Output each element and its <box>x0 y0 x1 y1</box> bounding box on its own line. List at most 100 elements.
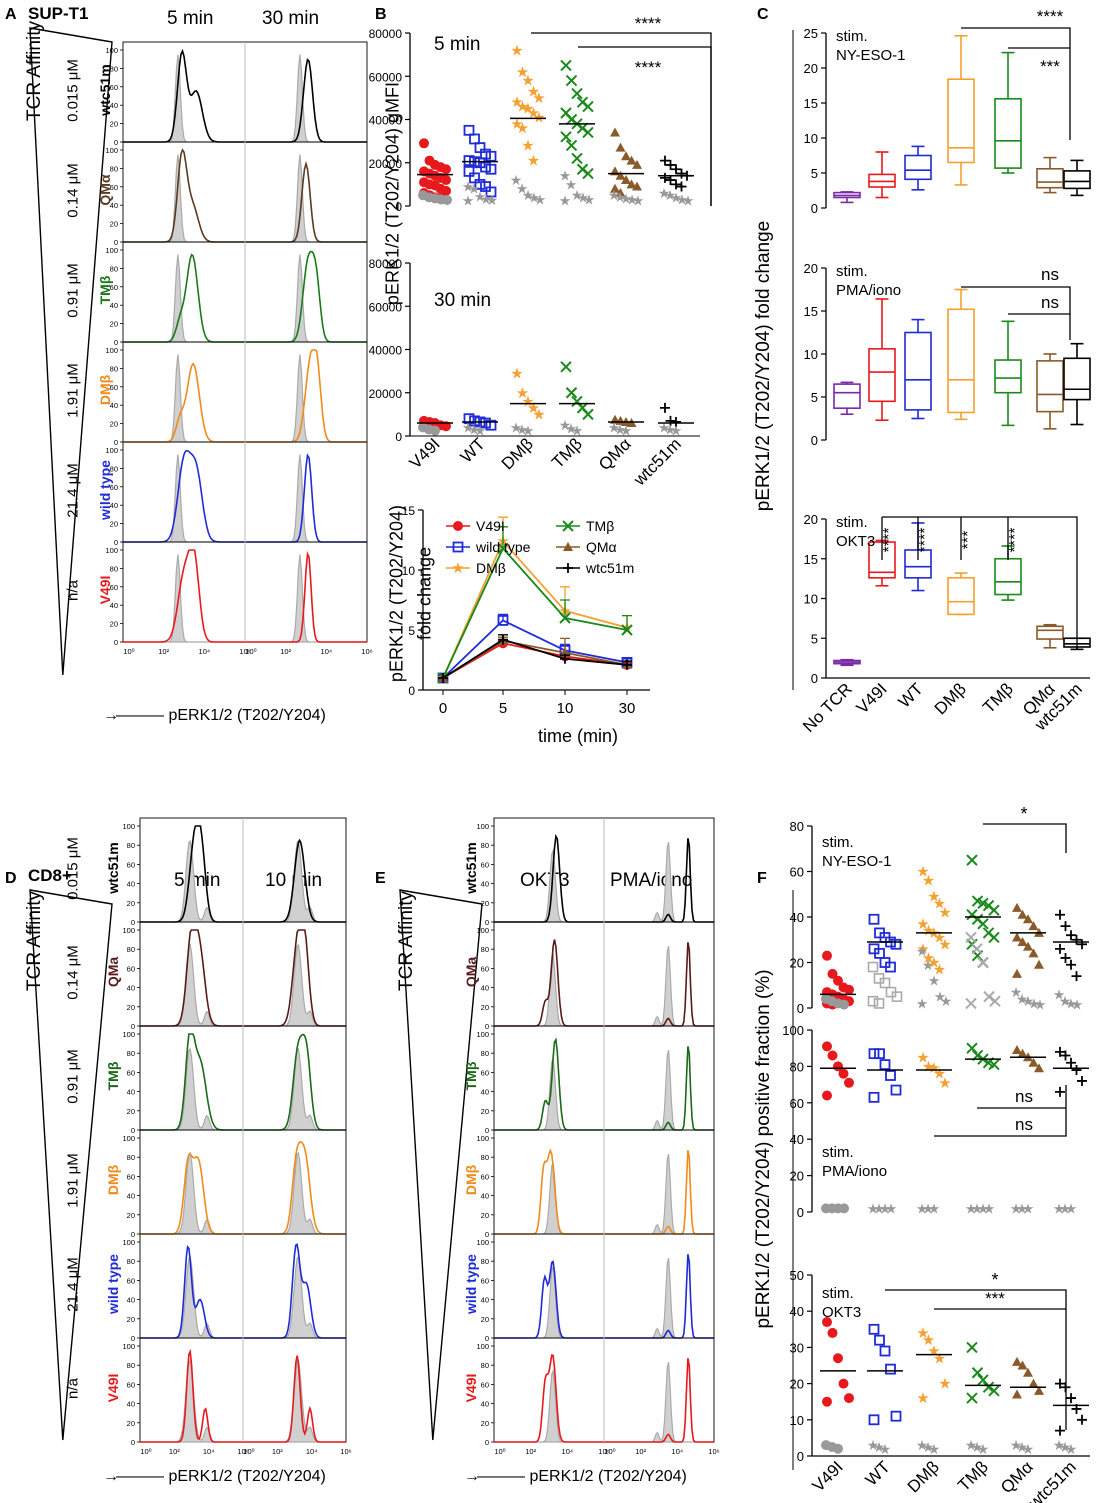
b5-sig-bracket <box>578 46 712 206</box>
f1-grey-point: ★ <box>867 1200 880 1216</box>
wedge-shape <box>29 27 113 676</box>
b5-grey-point: ★ <box>577 189 590 205</box>
bt-line-wild type <box>442 619 628 679</box>
hist-x-tick-label: 10² <box>525 1447 536 1456</box>
f2-y-tick-label: 20 <box>790 1377 804 1392</box>
hist-y-tick-label: 20 <box>481 899 489 908</box>
bt-legend-label: V49I <box>476 518 505 534</box>
b30-point-DMβ: ★ <box>521 393 534 410</box>
b30-grey-point: ★ <box>462 419 475 435</box>
b5-grey-point: ★ <box>626 192 639 208</box>
hist-y-tick-label: 80 <box>127 1153 135 1162</box>
f-stim-prefix: stim. <box>822 834 854 851</box>
hist-curve-V49I <box>123 549 245 643</box>
b5-point-wtc51m <box>676 181 687 192</box>
hist-y-tick-label: 40 <box>110 301 118 310</box>
hist-y-tick-label: 60 <box>481 1172 489 1181</box>
hist-y-tick-label: 0 <box>485 1126 489 1135</box>
b5-point-wtc51m <box>671 179 681 190</box>
f0-point-DMβ: ★ <box>933 929 946 946</box>
f2-y-tick-label: 50 <box>790 1268 804 1283</box>
b5-point-DMβ: ★ <box>510 116 523 133</box>
hist-isotype-wtc51m <box>123 54 245 143</box>
hist-y-tick-label: 60 <box>481 860 489 869</box>
hist-y-tick-label: 100 <box>122 926 135 935</box>
hist-isotype-DMβ <box>140 1151 243 1235</box>
bt-legend-label: wtc51m <box>585 560 634 576</box>
b-x-tick-label: wtc51m <box>629 434 685 490</box>
f0-point-DMβ: ★ <box>933 961 946 978</box>
bt-legend-label: TMβ <box>586 518 614 534</box>
c-sig-label: **** <box>1037 7 1064 26</box>
f2-point-wtc51m <box>1077 1414 1087 1425</box>
hist-curve-TMβ <box>123 253 245 343</box>
b30-y-tick-label: 20000 <box>369 387 403 401</box>
c0-box-QMα <box>1036 168 1064 189</box>
c2-box-QMα <box>1036 625 1064 640</box>
f0-grey-point: ★ <box>916 995 929 1011</box>
bt-errbar <box>498 526 508 549</box>
f1-point-wtc51m <box>1066 1057 1076 1068</box>
row-tcr-label: V49I <box>463 1373 479 1403</box>
hist-y-tick-label: 0 <box>131 1334 135 1343</box>
f0-point-V49I <box>822 950 832 961</box>
row-kd-label: 1.91 μM <box>64 1153 82 1208</box>
c1-box-No TCR <box>833 383 861 409</box>
f2-grey-point: ★ <box>873 1439 886 1455</box>
b30-point-DMβ: ★ <box>516 385 529 402</box>
hist-curve-V49I <box>140 1348 243 1443</box>
f0-point-TMβ <box>977 918 989 930</box>
f2-grey-point: ★ <box>1022 1441 1035 1457</box>
f0-point-DMβ: ★ <box>927 955 940 972</box>
b5-point-TMβ <box>565 74 578 87</box>
b5-point-wtc51m <box>665 159 676 170</box>
c0-y-tick-label: 20 <box>804 61 818 76</box>
hist-y-tick-label: 20 <box>481 1419 489 1428</box>
wedge-shape <box>399 889 483 1441</box>
row-tcr-label: wild type <box>105 1254 121 1314</box>
hist-y-tick-label: 100 <box>105 46 118 55</box>
f2-point-TMβ <box>977 1374 989 1386</box>
f1-point-V49I <box>844 1077 854 1088</box>
b5-grey-point: ★ <box>510 172 523 188</box>
hist-y-tick-label: 20 <box>110 620 118 629</box>
hist-curve-V49I <box>243 1355 346 1443</box>
f2-y-tick-label: 40 <box>790 1304 804 1319</box>
f-sig-bracket <box>885 1289 1067 1430</box>
row-kd-label: n/a <box>64 580 82 601</box>
f1-point-wtc51m <box>1055 1046 1065 1057</box>
hist-y-tick-label: 0 <box>485 1022 489 1031</box>
f-sig-bracket <box>983 823 1067 853</box>
hist-isotype-TMβ <box>140 1047 243 1131</box>
f0-point-QMα <box>1012 932 1022 942</box>
b5-grey-point: ★ <box>632 192 645 208</box>
b5-point-QMα <box>615 170 626 180</box>
b5-point-DMβ: ★ <box>510 42 523 59</box>
f1-point-QMα <box>1034 1063 1044 1073</box>
f2-point-V49I <box>822 1396 832 1407</box>
hist-y-tick-label: 20 <box>110 120 118 129</box>
f0-grey-point: ★ <box>1010 984 1023 1000</box>
b5-point-WT <box>480 161 491 173</box>
hist-isotype-wtc51m <box>243 839 346 923</box>
f1-y-tick-label: 80 <box>790 1059 804 1074</box>
f2-point-QMα <box>1017 1360 1028 1370</box>
f2-point-DMβ: ★ <box>938 1376 951 1393</box>
b30-grey-point: ★ <box>614 422 627 438</box>
hist-x-tick-label: 10² <box>169 1447 180 1456</box>
hist-frame <box>603 1233 715 1339</box>
f2-point-TMβ <box>988 1385 1000 1397</box>
c-x-tick-label: V49I <box>853 679 891 717</box>
c0-box-DMβ <box>947 78 975 164</box>
hist-isotype-TMβ <box>243 1047 346 1131</box>
b-x-tick-label: V49I <box>406 434 444 472</box>
hist-y-tick-label: 80 <box>127 1257 135 1266</box>
bt-x-tick-label: 5 <box>499 700 507 717</box>
f2-point-WT <box>879 1345 891 1357</box>
hist-curve-DMβ <box>123 362 245 443</box>
c-stim-name: NY-ESO-1 <box>836 47 905 64</box>
hist-y-tick-label: 100 <box>122 1238 135 1247</box>
c-stim-name: OKT3 <box>836 533 875 550</box>
f2-grey-point <box>833 1443 843 1454</box>
b5-grey-point: ★ <box>565 176 578 192</box>
